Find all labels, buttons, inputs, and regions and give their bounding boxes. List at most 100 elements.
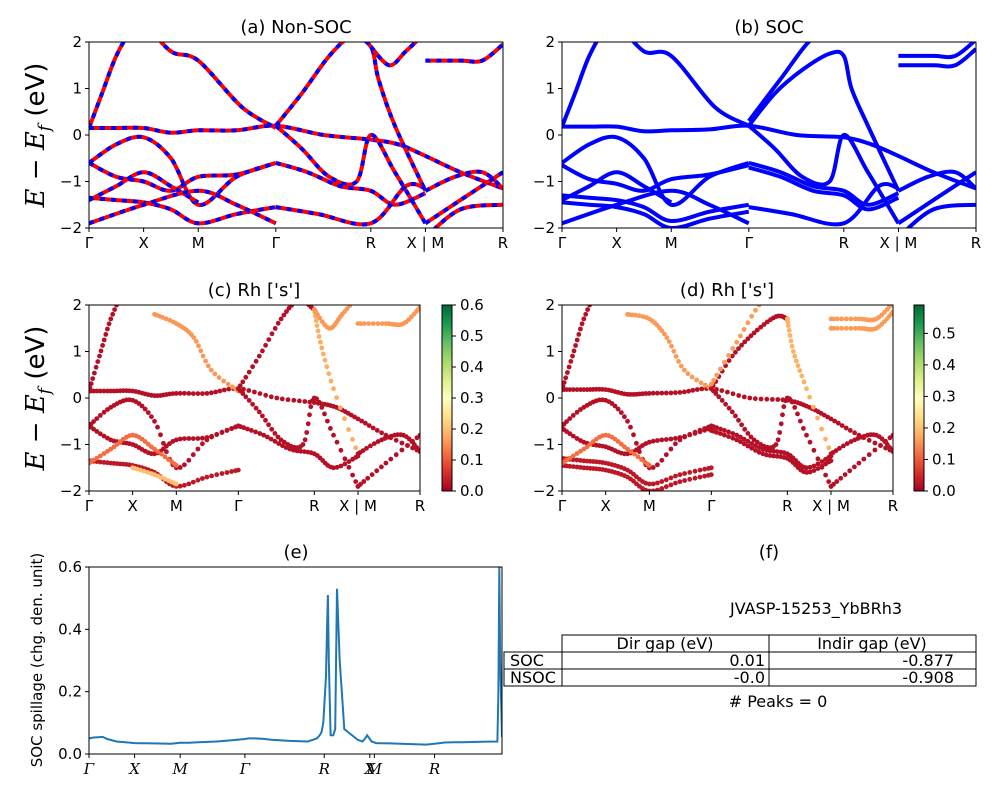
material-id: JVASP-15253_YbBRh3 — [729, 599, 902, 619]
band-point — [780, 412, 785, 418]
band-point — [650, 481, 656, 487]
band-point — [723, 401, 728, 407]
band-point — [209, 433, 215, 439]
band-point — [663, 484, 669, 490]
band-point — [123, 287, 128, 292]
band-line-dash — [89, 170, 200, 205]
x-tick-label: M — [665, 234, 678, 252]
table-row-soc-indir: -0.877 — [902, 651, 954, 670]
band-point — [307, 412, 312, 418]
band-point — [374, 468, 380, 474]
band-point — [669, 343, 674, 349]
band-point — [304, 430, 310, 435]
band-point — [91, 419, 96, 424]
band-line — [562, 170, 673, 205]
colorbar-tick-label: 0.4 — [460, 358, 484, 376]
band-point — [326, 371, 332, 377]
band-point — [314, 323, 320, 328]
band-point — [579, 321, 585, 327]
band-point — [758, 324, 764, 330]
band-line-dash — [274, 124, 428, 225]
band-point — [697, 467, 703, 473]
y-tick-label: 1 — [545, 80, 555, 98]
band-point — [253, 429, 258, 435]
band-point — [682, 478, 687, 483]
band-point — [730, 431, 736, 436]
band-point — [663, 437, 669, 442]
band-point — [826, 445, 832, 451]
y-tick-label: −1 — [60, 173, 82, 191]
x-tick-label: X — [611, 234, 621, 252]
band-point — [753, 443, 758, 449]
band-line-dash — [275, 182, 427, 227]
band-point — [353, 445, 359, 451]
band-point — [161, 440, 166, 446]
band-point — [659, 479, 665, 484]
band-point — [268, 436, 274, 442]
colorbar-tick-label: 0.1 — [460, 451, 484, 469]
band-point — [730, 346, 736, 351]
y-tick-label: 0.2 — [58, 683, 82, 701]
y-tick-label: −1 — [533, 436, 555, 454]
band-point — [567, 455, 573, 461]
band-point — [365, 475, 371, 481]
band-point — [393, 437, 399, 443]
band-point — [130, 284, 135, 289]
y-tick-label: 2 — [72, 296, 82, 314]
band-point — [866, 452, 872, 458]
band-point — [229, 426, 235, 431]
band-point — [319, 345, 325, 351]
band-point — [393, 452, 399, 458]
band-point — [163, 316, 169, 322]
band-point — [726, 429, 731, 435]
band-point — [328, 426, 333, 431]
band-point — [221, 378, 227, 384]
band-point — [804, 465, 809, 471]
band-point — [195, 436, 201, 441]
band-point — [170, 391, 176, 396]
band-point — [89, 385, 93, 391]
x-tick-label: Γ — [85, 497, 94, 515]
band-point — [126, 285, 131, 290]
band-point — [129, 284, 134, 289]
band-line — [897, 170, 976, 225]
band-point — [767, 448, 773, 454]
band-point — [342, 461, 348, 467]
band-point — [749, 441, 755, 446]
y-tick-label: −1 — [60, 436, 82, 454]
band-point — [213, 389, 219, 395]
y-axis-label-middle: E − Ef (eV) — [21, 326, 55, 472]
band-point — [208, 367, 214, 373]
band-point — [173, 391, 179, 396]
band-point — [214, 432, 220, 437]
band-point — [200, 391, 205, 396]
band-line — [562, 134, 750, 207]
band-point — [804, 470, 809, 475]
band-point — [714, 430, 720, 435]
band-point — [94, 416, 100, 421]
band-point — [158, 432, 163, 438]
band-point — [316, 399, 322, 405]
band-point — [195, 477, 201, 483]
band-point — [570, 413, 576, 418]
band-line — [898, 47, 976, 69]
band-point — [819, 426, 824, 432]
band-point — [792, 405, 798, 410]
band-point — [263, 417, 268, 423]
colorbar-tick-label: 0.2 — [932, 419, 956, 437]
band-point — [739, 342, 744, 348]
band-point — [719, 388, 725, 393]
band-point — [890, 309, 893, 315]
band-point — [574, 387, 580, 392]
band-point — [302, 437, 308, 443]
band-point — [681, 389, 687, 395]
plot-frame — [561, 41, 977, 229]
x-tick-label: M — [171, 760, 188, 778]
band-point — [274, 395, 280, 401]
band-point — [101, 337, 107, 343]
plot-frame — [88, 41, 504, 229]
band-point — [249, 428, 254, 433]
band-point — [182, 482, 187, 488]
band-point — [350, 437, 355, 442]
band-point — [204, 474, 210, 480]
